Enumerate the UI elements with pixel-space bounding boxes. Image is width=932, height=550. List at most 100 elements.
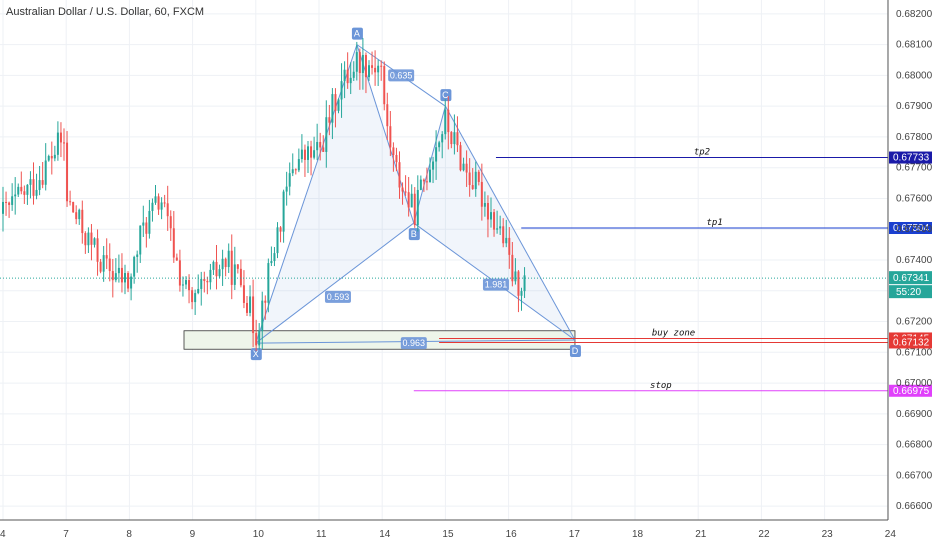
pattern-point-badge — [351, 27, 363, 40]
x-tick-label: 11 — [316, 529, 327, 540]
candle-down — [517, 271, 520, 296]
candle-down — [422, 179, 425, 182]
pattern-point-label: D — [572, 346, 579, 356]
candle-down — [111, 271, 114, 281]
candle-up — [514, 271, 517, 282]
x-tick-label: 15 — [442, 529, 454, 540]
candle-down — [404, 191, 407, 193]
candle-up — [148, 210, 151, 234]
candle-down — [50, 156, 53, 159]
candle-down — [468, 172, 471, 186]
candle-down — [72, 202, 75, 213]
pattern-xab-fill — [255, 44, 414, 344]
candle-up — [17, 186, 20, 195]
pattern-ratio-badge — [388, 69, 415, 82]
candle-down — [99, 261, 102, 272]
candle-down — [206, 280, 209, 283]
candle-up — [29, 179, 32, 185]
pattern-point-badge — [408, 228, 420, 241]
candle-up — [233, 264, 236, 285]
level-price-tag — [889, 336, 932, 349]
candle-up — [474, 171, 477, 190]
candle-down — [163, 202, 166, 204]
candle-up — [331, 94, 334, 123]
x-tick-label: 16 — [506, 529, 518, 540]
y-tick-label: 0.66600 — [896, 501, 932, 512]
candle-down — [246, 302, 248, 313]
pattern-leg-cd — [444, 105, 576, 341]
candle-up — [343, 69, 346, 82]
candle-down — [145, 222, 148, 234]
candle-down — [166, 203, 169, 217]
candle-up — [124, 273, 126, 283]
candle-up — [14, 194, 17, 197]
candle-up — [349, 77, 352, 84]
current-price-tag — [889, 271, 932, 285]
candle-down — [69, 201, 72, 203]
candle-down — [465, 163, 468, 173]
countdown-tag — [889, 285, 932, 299]
candle-up — [499, 226, 502, 229]
candle-down — [447, 109, 450, 133]
candle-down — [215, 261, 218, 277]
candle-up — [44, 160, 47, 185]
pattern-point-label: C — [442, 90, 449, 100]
candle-up — [340, 81, 343, 100]
candle-down — [264, 300, 267, 303]
candle-down — [486, 202, 489, 220]
candle-down — [172, 228, 175, 258]
x-tick-label: 24 — [885, 529, 897, 540]
candle-up — [410, 193, 413, 208]
candle-down — [120, 267, 123, 283]
candle-down — [255, 333, 258, 346]
y-tick-label: 0.66900 — [896, 409, 932, 420]
candle-up — [117, 267, 120, 274]
chart-title: Australian Dollar / U.S. Dollar, 60, FXC… — [6, 6, 204, 18]
candle-up — [11, 196, 14, 205]
candle-down — [477, 171, 480, 182]
pattern-ratio-label: 1.981 — [485, 280, 508, 290]
candle-up — [38, 180, 41, 190]
candle-down — [380, 65, 383, 67]
candle-down — [459, 145, 462, 171]
candle-down — [401, 187, 404, 192]
countdown-value: 55:20 — [896, 287, 921, 298]
pattern-ratio-badge — [482, 278, 509, 291]
candle-up — [56, 132, 59, 155]
x-tick-label: 14 — [379, 529, 391, 540]
candle-down — [90, 232, 93, 245]
candle-down — [230, 250, 233, 285]
candle-up — [78, 209, 81, 220]
y-tick-label: 0.68000 — [896, 70, 932, 81]
candle-down — [392, 147, 395, 155]
candle-down — [364, 54, 367, 78]
candle-down — [66, 142, 69, 202]
candle-up — [416, 189, 419, 226]
candle-down — [84, 233, 87, 246]
x-tick-label: 10 — [253, 529, 265, 540]
candle-down — [386, 104, 389, 127]
candle-down — [242, 285, 245, 303]
candle-up — [300, 149, 303, 160]
candle-down — [511, 254, 514, 282]
candle-down — [319, 141, 322, 148]
level-price-value: 0.67504 — [893, 223, 930, 234]
candle-down — [41, 180, 44, 185]
level-price-value: 0.66975 — [893, 386, 930, 397]
candle-down — [383, 66, 386, 105]
candle-down — [169, 216, 172, 229]
candle-up — [267, 263, 270, 303]
candle-down — [23, 191, 26, 195]
candle-up — [185, 280, 187, 285]
candle-up — [197, 288, 200, 294]
candle-down — [502, 226, 505, 244]
candle-up — [258, 331, 261, 346]
level-label: tp1 — [706, 218, 722, 228]
candle-down — [5, 201, 8, 203]
candle-up — [520, 291, 523, 296]
candle-down — [105, 255, 108, 259]
y-tick-label: 0.66800 — [896, 440, 932, 451]
grid — [0, 0, 889, 520]
candle-down — [480, 181, 483, 207]
